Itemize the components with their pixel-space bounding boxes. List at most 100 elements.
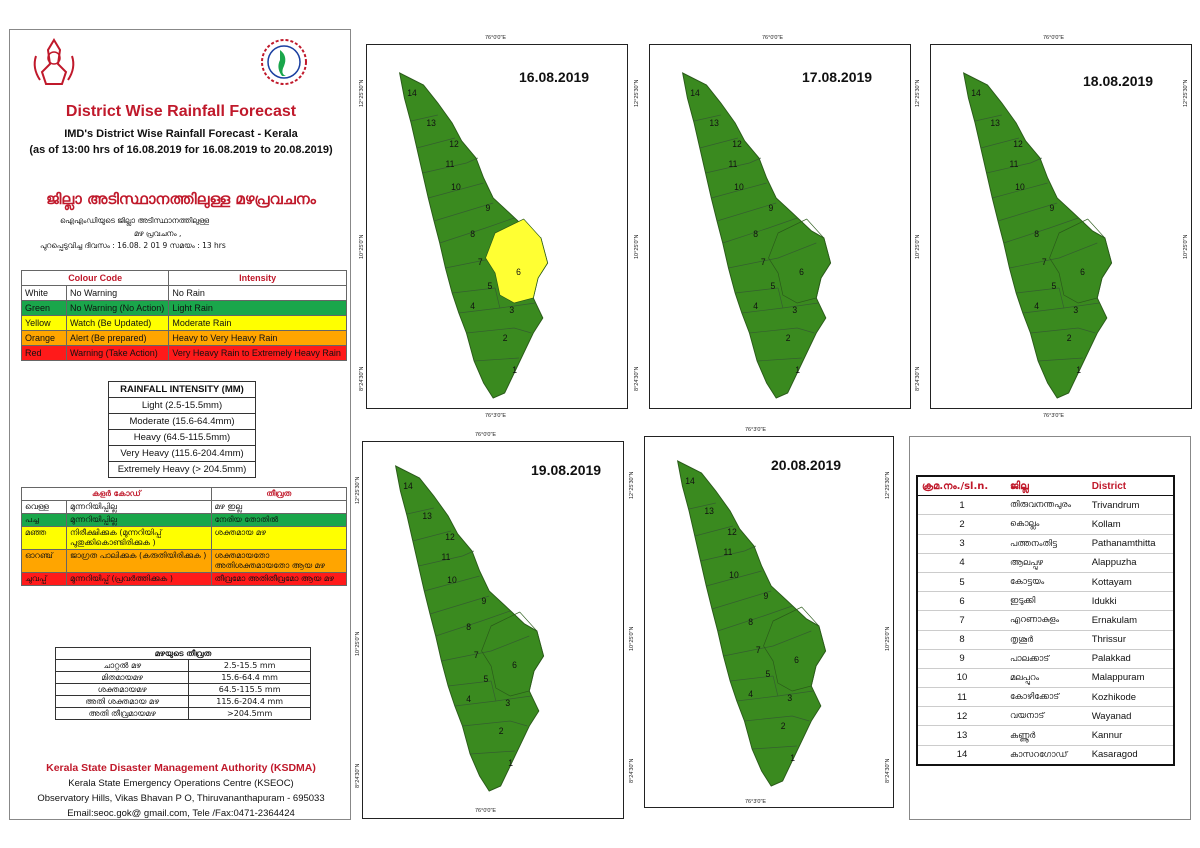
page-title: District Wise Rainfall Forecast [65,103,297,120]
district-number-label: 1 [1076,365,1081,375]
ml-district-cell: മലപ്പുറം [1006,668,1088,689]
serial-cell: 7 [917,610,1007,631]
district-number-label: 2 [1067,333,1072,343]
ml-district-cell: ആലപ്പുഴ [1006,553,1088,573]
district-number-label: 5 [1051,281,1056,291]
serial-cell: 2 [917,514,1007,535]
ml-district-cell: പാലക്കാട് [1006,649,1088,669]
kerala-district-map: 14 13 12 11 10 9 8 7 6 5 4 3 2 1 [398,72,549,399]
kerala-district-map: 14 13 12 11 10 9 8 7 6 5 4 3 2 1 [394,465,545,792]
latitude-label: 10°25'0"N [885,626,891,651]
serial-cell: 12 [917,706,1007,727]
district-number-label: 7 [761,257,766,267]
kerala-map: 14 13 12 11 10 9 8 7 6 5 4 3 2 1 [371,63,581,403]
latitude-label: 8°24'30"N [634,366,640,391]
district-number-label: 12 [445,532,455,542]
map-date: 17.08.2019 [802,69,873,85]
forecast-map-5: 76°3'0"E 76°3'0"E 12°25'30"N 10°25'0"N 8… [629,427,894,808]
forecast-subtitle: IMD's District Wise Rainfall Forecast - … [64,128,298,140]
ml-subline-3: പുറപ്പെടുവിച്ച ദിവസം : 16.08. 2 01 9 സമയ… [40,241,226,250]
district-cell: Palakkad [1087,649,1174,669]
latitude-label: 12°25'30"N [1183,79,1189,107]
district-number-label: 10 [729,570,739,580]
longitude-label: 76°0'0"E [475,808,497,814]
intensity-cell: Moderate Rain [168,315,347,331]
district-cell: Alappuzha [1087,553,1174,573]
table-row: 14 കാസറഗോഡ് Kasaragod [917,745,1174,766]
district-number-label: 8 [470,229,475,239]
district-number-label: 11 [441,552,450,562]
district-number-label: 9 [1050,203,1055,213]
district-cell: Kannur [1087,725,1174,746]
ml-intensity-label: അതി തീവ്രമായമഴ [54,707,190,720]
serial-cell: 5 [917,572,1007,593]
ml-intensity-value: 2.5-15.5 mm [188,659,311,672]
serial-cell: 10 [917,668,1007,689]
table-row: വെള്ള മുന്നറിയിപ്പില്ല മഴ ഇല്ല [21,500,348,514]
ml-intensity-value: 64.5-115.5 mm [188,683,311,696]
ml-district-cell: തൃശൂർ [1006,630,1088,650]
intensity-cell: മഴ ഇല്ല [210,500,348,514]
table-row: Heavy (64.5-115.5mm) [108,429,256,446]
table-row: മിതമായമഴ 15.6-64.4 mm [54,671,311,684]
latitude-label: 8°24'30"N [915,366,921,391]
district-number-label: 2 [503,333,508,343]
district-cell: Idukki [1087,591,1174,612]
district-6-region [485,218,548,304]
table-row: 4 ആലപ്പുഴ Alappuzha [917,553,1174,573]
district-number-label: 4 [748,689,753,699]
district-number-label: 1 [508,758,513,768]
district-cell: Wayanad [1087,706,1174,727]
serial-cell: 11 [917,687,1007,708]
kerala-map: 14 13 12 11 10 9 8 7 6 5 4 3 2 1 [649,451,859,791]
serial-cell: 1 [917,495,1007,516]
map-date: 18.08.2019 [1083,73,1154,89]
serial-cell: 13 [917,725,1007,746]
district-number-label: 5 [765,669,770,679]
colour-cell: White [21,285,67,301]
intensity-range: Very Heavy (115.6-204.4mm) [108,445,256,462]
intensity-range: Extremely Heavy (> 204.5mm) [108,461,256,478]
ml-title: ജില്ലാ അടിസ്ഥാനത്തിലുള്ള മഴപ്രവചനം [46,190,316,208]
intensity-range: Moderate (15.6-64.4mm) [108,413,256,430]
intensity-cell: നേരിയ തോതിൽ [210,513,348,527]
district-number-label: 13 [709,118,719,128]
longitude-label: 76°0'0"E [485,35,507,41]
longitude-label: 76°0'0"E [762,35,784,41]
latitude-label: 10°25'0"N [1183,234,1189,259]
latitude-label: 10°25'0"N [634,234,640,259]
longitude-label: 76°3'0"E [485,413,507,419]
serial-cell: 6 [917,591,1007,612]
district-number-label: 3 [505,698,510,708]
table-row: 9 പാലക്കാട് Palakkad [917,649,1174,669]
ml-intensity-label: ചാറ്റൽ മഴ [54,659,190,672]
district-number-label: 6 [512,660,517,670]
rainfall-intensity-title: RAINFALL INTENSITY (MM) [108,381,256,398]
district-number-label: 8 [1034,229,1039,239]
district-number-label: 4 [466,694,471,704]
code-cell: മുന്നറിയിപ്പ് (പ്രവർത്തിക്കുക ) [66,572,212,586]
district-list-panel: ക്രമ.നം./sl.n. ജില്ല District 1 തിരുവനന്ത… [909,436,1191,820]
table-row: അതി ശക്തമായ മഴ 115.6-204.4 mm [54,695,311,708]
district-number-label: 9 [764,591,769,601]
latitude-label: 10°25'0"N [355,631,361,656]
district-header: District [1087,476,1174,497]
district-number-label: 11 [723,547,732,557]
district-number-label: 14 [403,481,413,491]
ml-district-cell: ഇടുക്കി [1006,591,1088,612]
district-number-label: 13 [704,506,714,516]
intensity-cell: തീവ്രമോ അതിതീവ്രമോ ആയ മഴ [210,572,348,586]
serial-cell: 14 [917,745,1007,766]
district-number-label: 2 [781,721,786,731]
district-number-label: 11 [1009,159,1018,169]
table-row: Red Warning (Take Action) Very Heavy Rai… [21,345,347,361]
kerala-map: 14 13 12 11 10 9 8 7 6 5 4 3 2 1 [654,63,864,403]
table-row: 12 വയനാട് Wayanad [917,706,1174,727]
district-number-label: 12 [727,527,737,537]
district-number-label: 12 [1013,139,1023,149]
district-number-label: 5 [483,674,488,684]
serial-header: ക്രമ.നം./sl.n. [917,476,1007,497]
intensity-header: Intensity [168,270,347,286]
ml-intensity-label: ശക്തമായമഴ [54,683,190,696]
district-number-label: 4 [753,301,758,311]
